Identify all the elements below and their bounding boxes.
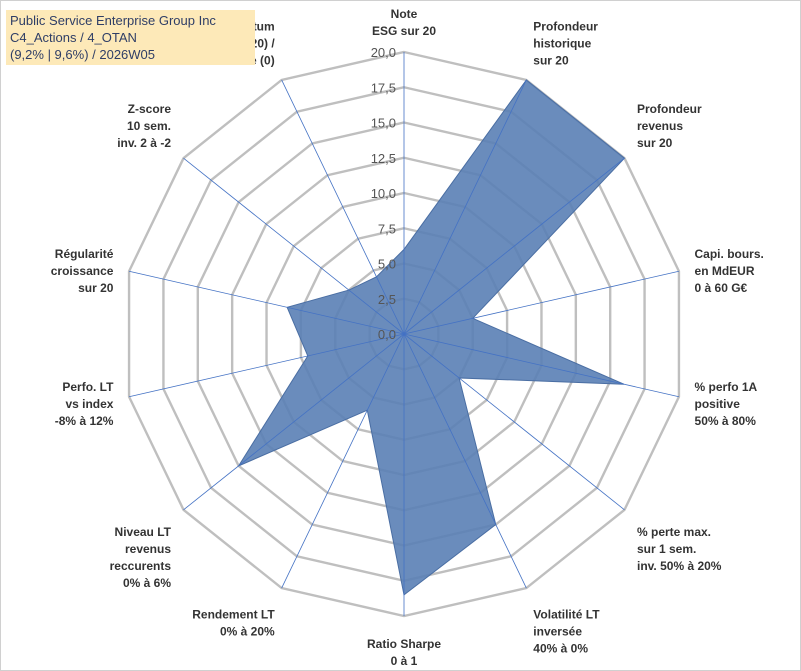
axis-spoke [403,79,527,335]
axis-spoke [403,157,625,335]
title-line-2: C4_Actions / 4_OTAN [10,30,137,45]
axis-label: Niveau LT revenus reccurents 0% à 6% [110,525,172,590]
axis-spoke [403,333,680,398]
axis-label: Z-score 10 sem. inv. 2 à -2 [117,102,171,150]
axis-spoke [403,333,527,589]
axis-spoke [281,79,405,335]
axis-spoke [281,333,405,589]
axis-label: Profondeur revenus sur 20 [637,102,702,150]
axis-label: Perfo. LT vs index -8% à 12% [55,380,114,428]
axis-spoke [403,270,680,335]
title-box: Public Service Enterprise Group Inc C4_A… [6,10,255,65]
axis-label: Capi. bours. en MdEUR 0 à 60 G€ [695,247,764,295]
axis-label: Profondeur historique sur 20 [533,20,598,68]
tick-label: 10,0 [371,186,396,201]
axis-spoke [403,333,625,511]
axis-spoke [183,333,405,511]
tick-label: 7,5 [378,221,396,236]
tick-label: 17,5 [371,80,396,95]
axis-label: Rendement LT 0% à 20% [192,607,275,638]
tick-label: 0,0 [378,327,396,342]
axis-label: Régularité croissance sur 20 [51,247,114,295]
tick-label: 20,0 [371,45,396,60]
axis-spoke [128,270,405,335]
axis-label: Note ESG sur 20 [372,7,436,38]
axis-label: Volatilité LT inversée 40% à 0% [533,607,600,655]
axis-label: % perfo 1A positive 50% à 80% [695,380,758,428]
axis-spoke [183,157,405,335]
title-line-1: Public Service Enterprise Group Inc [10,13,216,28]
tick-label: 2,5 [378,292,396,307]
axis-spoke [128,333,405,398]
axis-label: Ratio Sharpe 0 à 1 [367,637,441,668]
tick-label: 15,0 [371,116,396,131]
axis-label: % perte max. sur 1 sem. inv. 50% à 20% [637,525,722,573]
title-line-3: (9,2% | 9,6%) / 2026W05 [10,47,156,62]
tick-label: 12,5 [371,151,396,166]
tick-label: 5,0 [378,257,396,272]
